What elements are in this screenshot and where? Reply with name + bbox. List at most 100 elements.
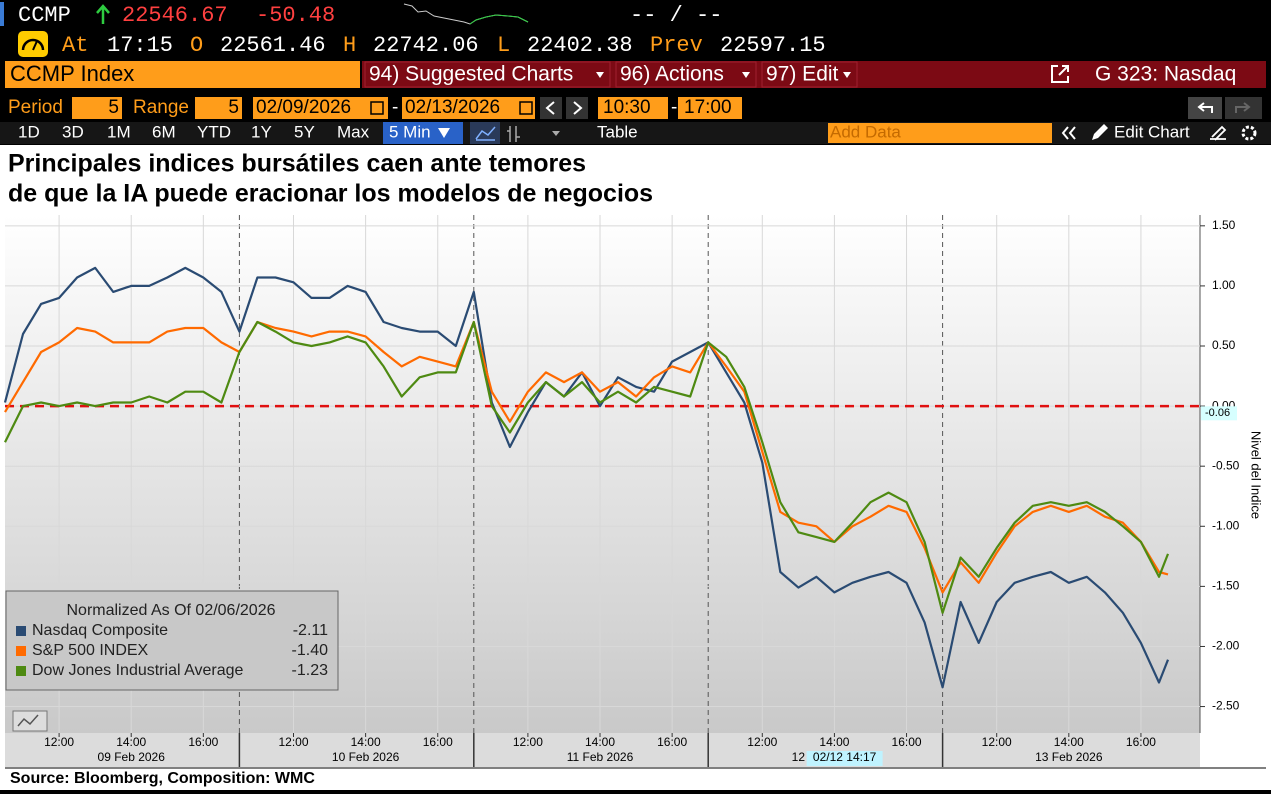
prev-button[interactable] (540, 97, 562, 119)
time: 17:15 (107, 33, 173, 58)
interval: 5 Min (389, 122, 431, 141)
chart-title: Principales indices bursátiles caen ante… (8, 150, 586, 178)
collapse-icon[interactable] (1061, 126, 1076, 140)
next-button[interactable] (566, 97, 588, 119)
period-tab[interactable]: 1Y (251, 122, 272, 141)
menu-button[interactable] (615, 61, 757, 88)
period-tab[interactable]: 6M (152, 122, 176, 141)
x-tick-label: 16:00 (1126, 735, 1156, 749)
x-tick-label: 14:00 (351, 735, 381, 749)
annotate-icon[interactable] (1210, 125, 1227, 141)
dropdown-icon (438, 128, 450, 138)
period-tab[interactable]: 3D (62, 122, 84, 141)
y-marker-label: -0.06 (1205, 407, 1230, 419)
x-tick-label: 16:00 (657, 735, 687, 749)
menu-label: 97) Edit (766, 63, 839, 86)
undo-icon (1197, 102, 1213, 113)
y-marker-box (1201, 406, 1237, 421)
crosshair-label: 02/12 14:17 (813, 750, 877, 764)
y-tick-label: 1.00 (1212, 278, 1236, 292)
at-label: At (62, 33, 88, 58)
period-tab[interactable]: YTD (197, 122, 231, 141)
source-note: Source: Bloomberg, Composition: WMC (10, 770, 315, 787)
x-tick-label: 12:00 (513, 735, 543, 749)
date-separator: - (392, 97, 398, 118)
period-tab[interactable]: 1M (107, 122, 131, 141)
menu-button[interactable] (761, 61, 858, 88)
legend-name: Dow Jones Industrial Average (32, 662, 243, 679)
low: 22402.38 (527, 33, 633, 58)
day-label: 10 Feb 2026 (332, 750, 400, 764)
add-data: Add Data (830, 122, 901, 141)
calendar-icon[interactable] (519, 101, 533, 115)
time-to: 17:00 (684, 97, 732, 118)
table-tab[interactable]: Table (597, 122, 638, 141)
last-price: 22546.67 (122, 3, 228, 28)
day-label: 11 Feb 2026 (567, 750, 634, 764)
menu-label: 94) Suggested Charts (369, 63, 573, 86)
up-arrow (96, 4, 110, 24)
security: CCMP Index (10, 61, 134, 86)
legend-swatch (16, 666, 26, 676)
next-arrow (573, 101, 583, 115)
date-to-input[interactable] (402, 97, 535, 119)
legend-toggle-icon (17, 714, 39, 727)
date-to: 02/13/2026 (405, 97, 500, 118)
y-tick-label: -1.50 (1212, 579, 1240, 593)
day-label: 13 Feb 2026 (1035, 750, 1103, 764)
menu-label: 96) Actions (620, 63, 724, 86)
menu-arrow (843, 72, 851, 78)
calendar-icon[interactable] (370, 101, 384, 115)
period-label: Period (8, 97, 63, 118)
x-tick-label: 12:00 (44, 735, 74, 749)
time-to-input[interactable] (678, 97, 742, 119)
security-field[interactable] (5, 61, 360, 88)
legend-swatch (16, 626, 26, 636)
day-label: 09 Feb 2026 (98, 750, 166, 764)
period-input[interactable] (72, 97, 122, 119)
menu-arrow (596, 72, 604, 78)
period-tab[interactable]: Max (337, 122, 370, 141)
series-line (4, 320, 1170, 614)
menu-button[interactable] (364, 61, 611, 88)
open: 22561.46 (220, 33, 326, 58)
period-tab[interactable]: 1D (18, 122, 40, 141)
x-tick-label: 12:00 (747, 735, 777, 749)
legend-value: -2.11 (293, 622, 328, 639)
line-chart-icon (475, 126, 496, 141)
y-axis-title: Nivel del Indice (1249, 431, 1264, 519)
range: 5 (228, 97, 239, 118)
range-label: Range (133, 97, 189, 118)
dropdown-icon[interactable] (552, 131, 560, 136)
gauge-arc (21, 38, 45, 51)
chart-title: de que la IA puede eracionar los modelos… (8, 180, 653, 208)
x-tick-label: 14:00 (585, 735, 615, 749)
bid-ask: -- / -- (630, 3, 722, 28)
legend-name: Nasdaq Composite (32, 622, 168, 639)
x-tick-label: 12:00 (982, 735, 1012, 749)
high-label: H (343, 33, 356, 58)
low-label: L (497, 33, 510, 58)
prev-label: Prev (650, 33, 703, 58)
interval-button[interactable] (383, 122, 463, 144)
launch-icon[interactable] (1051, 65, 1069, 83)
time-from-input[interactable] (598, 97, 668, 119)
sparkline-up (469, 14, 529, 25)
bar-chart-icon[interactable] (507, 126, 520, 142)
legend-toggle[interactable] (12, 710, 48, 732)
prev: 22597.15 (720, 33, 826, 58)
page-code: G 323: Nasdaq (1095, 63, 1236, 86)
settings-icon[interactable] (1241, 125, 1257, 141)
date-from-input[interactable] (253, 97, 388, 119)
x-tick-label: 16:00 (423, 735, 453, 749)
add-data-input[interactable] (828, 123, 1052, 143)
range-input[interactable] (195, 97, 242, 119)
x-tick-label: 16:00 (892, 735, 922, 749)
legend-value: -1.40 (292, 642, 329, 659)
x-tick-label: 14:00 (819, 735, 849, 749)
edit-chart[interactable]: Edit Chart (1114, 122, 1190, 141)
period-tab[interactable]: 5Y (294, 122, 315, 141)
gauge-icon (18, 31, 48, 57)
